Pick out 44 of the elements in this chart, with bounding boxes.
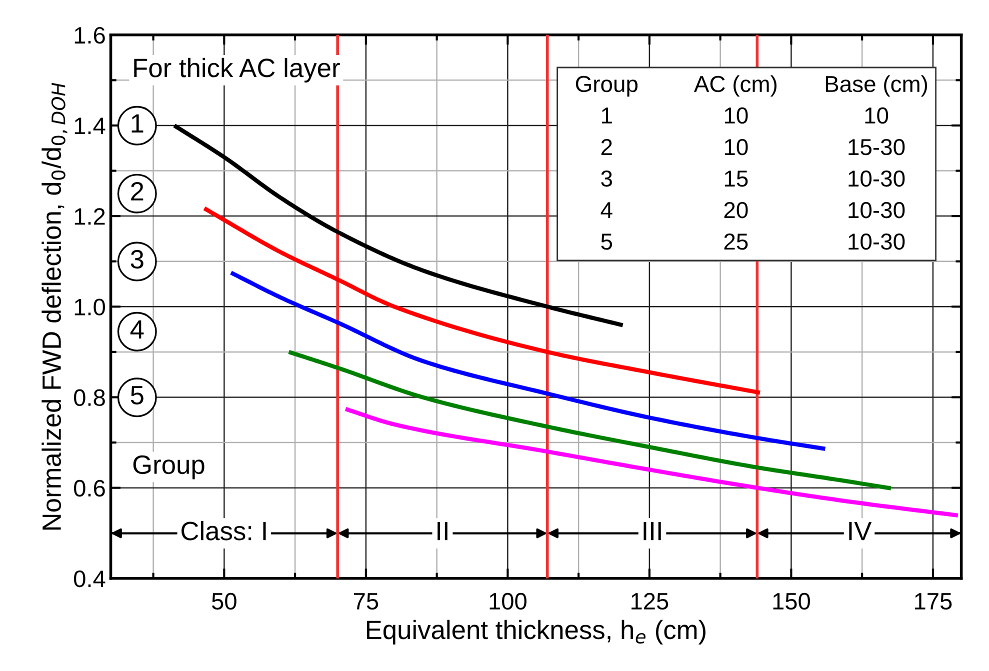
annotation: Group (133, 455, 204, 480)
annotation: 10-30 (848, 234, 905, 250)
annotation: 3 (601, 170, 612, 187)
x-tick-label: 150 (773, 592, 810, 610)
y-tick-label: 1.4 (74, 118, 106, 134)
y-tick-label: 1.2 (74, 208, 105, 225)
annotation: 25 (724, 234, 748, 250)
annotation: 4 (600, 202, 612, 218)
annotation: 2 (601, 138, 612, 155)
x-tick-label: 100 (490, 592, 526, 610)
x-tick-label: 125 (632, 592, 668, 610)
annotation: 15-30 (848, 138, 905, 156)
annotation: 20 (724, 202, 748, 218)
annotation: 5 (130, 386, 144, 404)
annotation: 1 (602, 108, 612, 124)
y-tick-label: 1.0 (74, 298, 105, 316)
annotation: 10 (724, 107, 748, 124)
x-tick-label: 75 (354, 593, 378, 610)
annotation: IV (849, 522, 872, 540)
annotation: III (644, 522, 661, 540)
annotation: 4 (130, 320, 144, 338)
y-axis-title: Normalized FWD deflection, d$_{0}$/d$_{0,DOH}$ (42, 82, 68, 530)
annotation: AC (cm) (694, 75, 776, 97)
annotation: Group (576, 76, 638, 97)
annotation: 2 (131, 182, 144, 200)
x-tick-label: 175 (915, 593, 952, 610)
x-axis-title: Equivalent thickness, h$_{e}$ (cm) (366, 620, 706, 644)
annotation: II (438, 522, 448, 540)
annotation: For thick AC layer (134, 58, 340, 83)
annotation: 1 (132, 114, 144, 132)
annotation: Class: I (182, 520, 266, 540)
annotation: Base (cm) (826, 75, 928, 97)
annotation: 5 (601, 234, 612, 250)
annotation: 10-30 (848, 170, 905, 187)
y-tick-label: 0.4 (74, 570, 106, 588)
annotation: 10 (865, 107, 888, 124)
y-tick-label: 1.6 (74, 26, 105, 44)
x-tick-label: 50 (212, 592, 236, 610)
annotation: 3 (130, 250, 144, 269)
annotation: 15 (724, 170, 748, 187)
annotation: 10-30 (848, 202, 905, 218)
annotation: 10 (724, 138, 748, 156)
y-tick-label: 0.6 (74, 480, 105, 497)
y-tick-label: 0.8 (74, 389, 105, 406)
